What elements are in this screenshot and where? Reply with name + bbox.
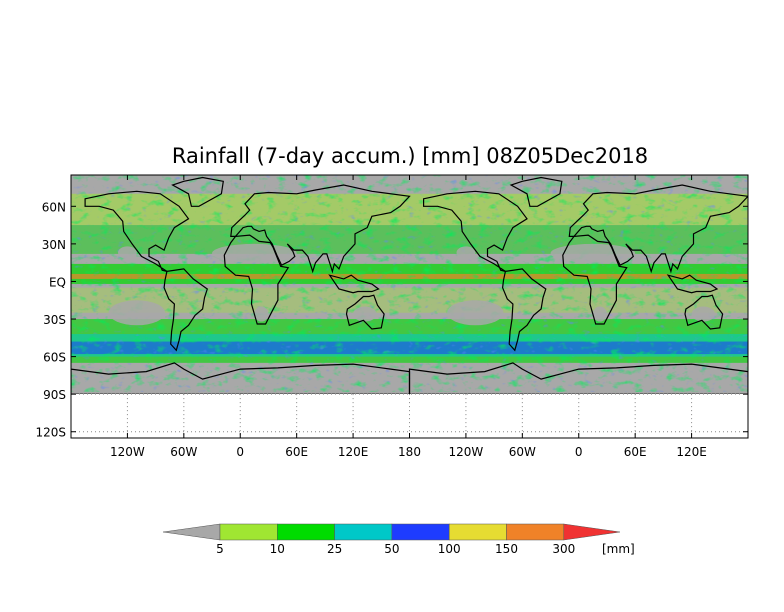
coastline-indonesia [328,274,380,294]
dry-region [118,246,137,259]
coastline-south-america [501,268,547,352]
lat-tick-label: 30N [42,238,66,252]
continent-outlines [71,176,748,394]
coastline-north-america [84,190,190,272]
coastline-greenland [509,176,563,207]
dry-region [550,243,636,263]
colorbar-tick-label: 50 [384,542,399,556]
coastline-greenland [171,176,224,207]
colorbar-unit: [mm] [602,542,635,556]
colorbar-segment [277,523,335,541]
colorbar-tick-label: 25 [327,542,342,556]
dry-region [691,306,716,322]
dry-region [254,306,269,322]
colorbar-tick-label: 150 [495,542,518,556]
lon-tick-label: 120E [676,445,707,459]
colorbar-tick-label: 10 [270,542,285,556]
colorbar-tick-label: 300 [552,542,575,556]
dry-region [353,306,377,322]
colorbar-segment [448,523,507,541]
colorbar-high-arrow [563,523,621,541]
dry-region [212,243,297,263]
coastline-australia [345,294,385,330]
colorbar-segment [391,523,450,541]
rainfall-colorbar: 5 10 25 50 100 150 300 [162,523,621,556]
colorbar-tick-label: 100 [438,542,461,556]
map-title: Rainfall (7-day accum.) [mm] 08Z05Dec201… [172,144,648,168]
lon-tick-label: 120E [338,445,369,459]
lon-tick-label: 60E [285,445,308,459]
longitude-axis: 120W 60W 0 60E 120E 180 120W 60W 0 60E 120E [110,175,707,459]
map-gridlines [71,393,748,438]
lat-tick-label: 60S [43,351,66,365]
lon-tick-label: 120W [449,445,484,459]
colorbar-segment [334,523,393,541]
colorbar-tick-label: 5 [216,542,224,556]
lat-tick-label: EQ [49,275,66,289]
coastline-africa [562,234,628,325]
coastline-africa [223,234,290,325]
colorbar-segment [219,523,278,541]
lon-tick-label: 60W [170,445,197,459]
lat-tick-label: 60N [42,200,66,214]
heavy-rain-texture [71,175,748,392]
lat-tick-label: 30S [43,313,66,327]
latitude-axis: 60N 30N EQ 30S 60S 90S 120S [35,200,748,440]
lat-tick-label: 90S [43,388,66,402]
lon-tick-label: 180 [398,445,421,459]
lon-tick-label: 0 [575,445,583,459]
coastline-south-america [163,268,209,352]
coastline-australia [684,294,724,330]
rainfall-bands [71,175,748,392]
lon-tick-label: 0 [236,445,244,459]
colorbar-low-arrow [162,523,221,541]
coastline-north-america [423,190,528,272]
coastline-indonesia [666,274,719,294]
coastline-antarctica [408,362,748,394]
lat-tick-label: 120S [35,426,66,440]
dry-region [447,300,504,326]
lon-tick-label: 120W [110,445,145,459]
dry-region [108,300,166,326]
coastline-eurasia [568,184,748,274]
colorbar-segment [506,523,565,541]
dry-region [456,246,476,259]
dry-region [592,306,607,322]
rainfall-map: 60N 30N EQ 30S 60S 90S 120S 120W 60W 0 60E 120E 180… [35,174,749,459]
lon-tick-label: 60E [624,445,647,459]
coastline-eurasia [230,184,411,274]
lon-tick-label: 60W [509,445,536,459]
